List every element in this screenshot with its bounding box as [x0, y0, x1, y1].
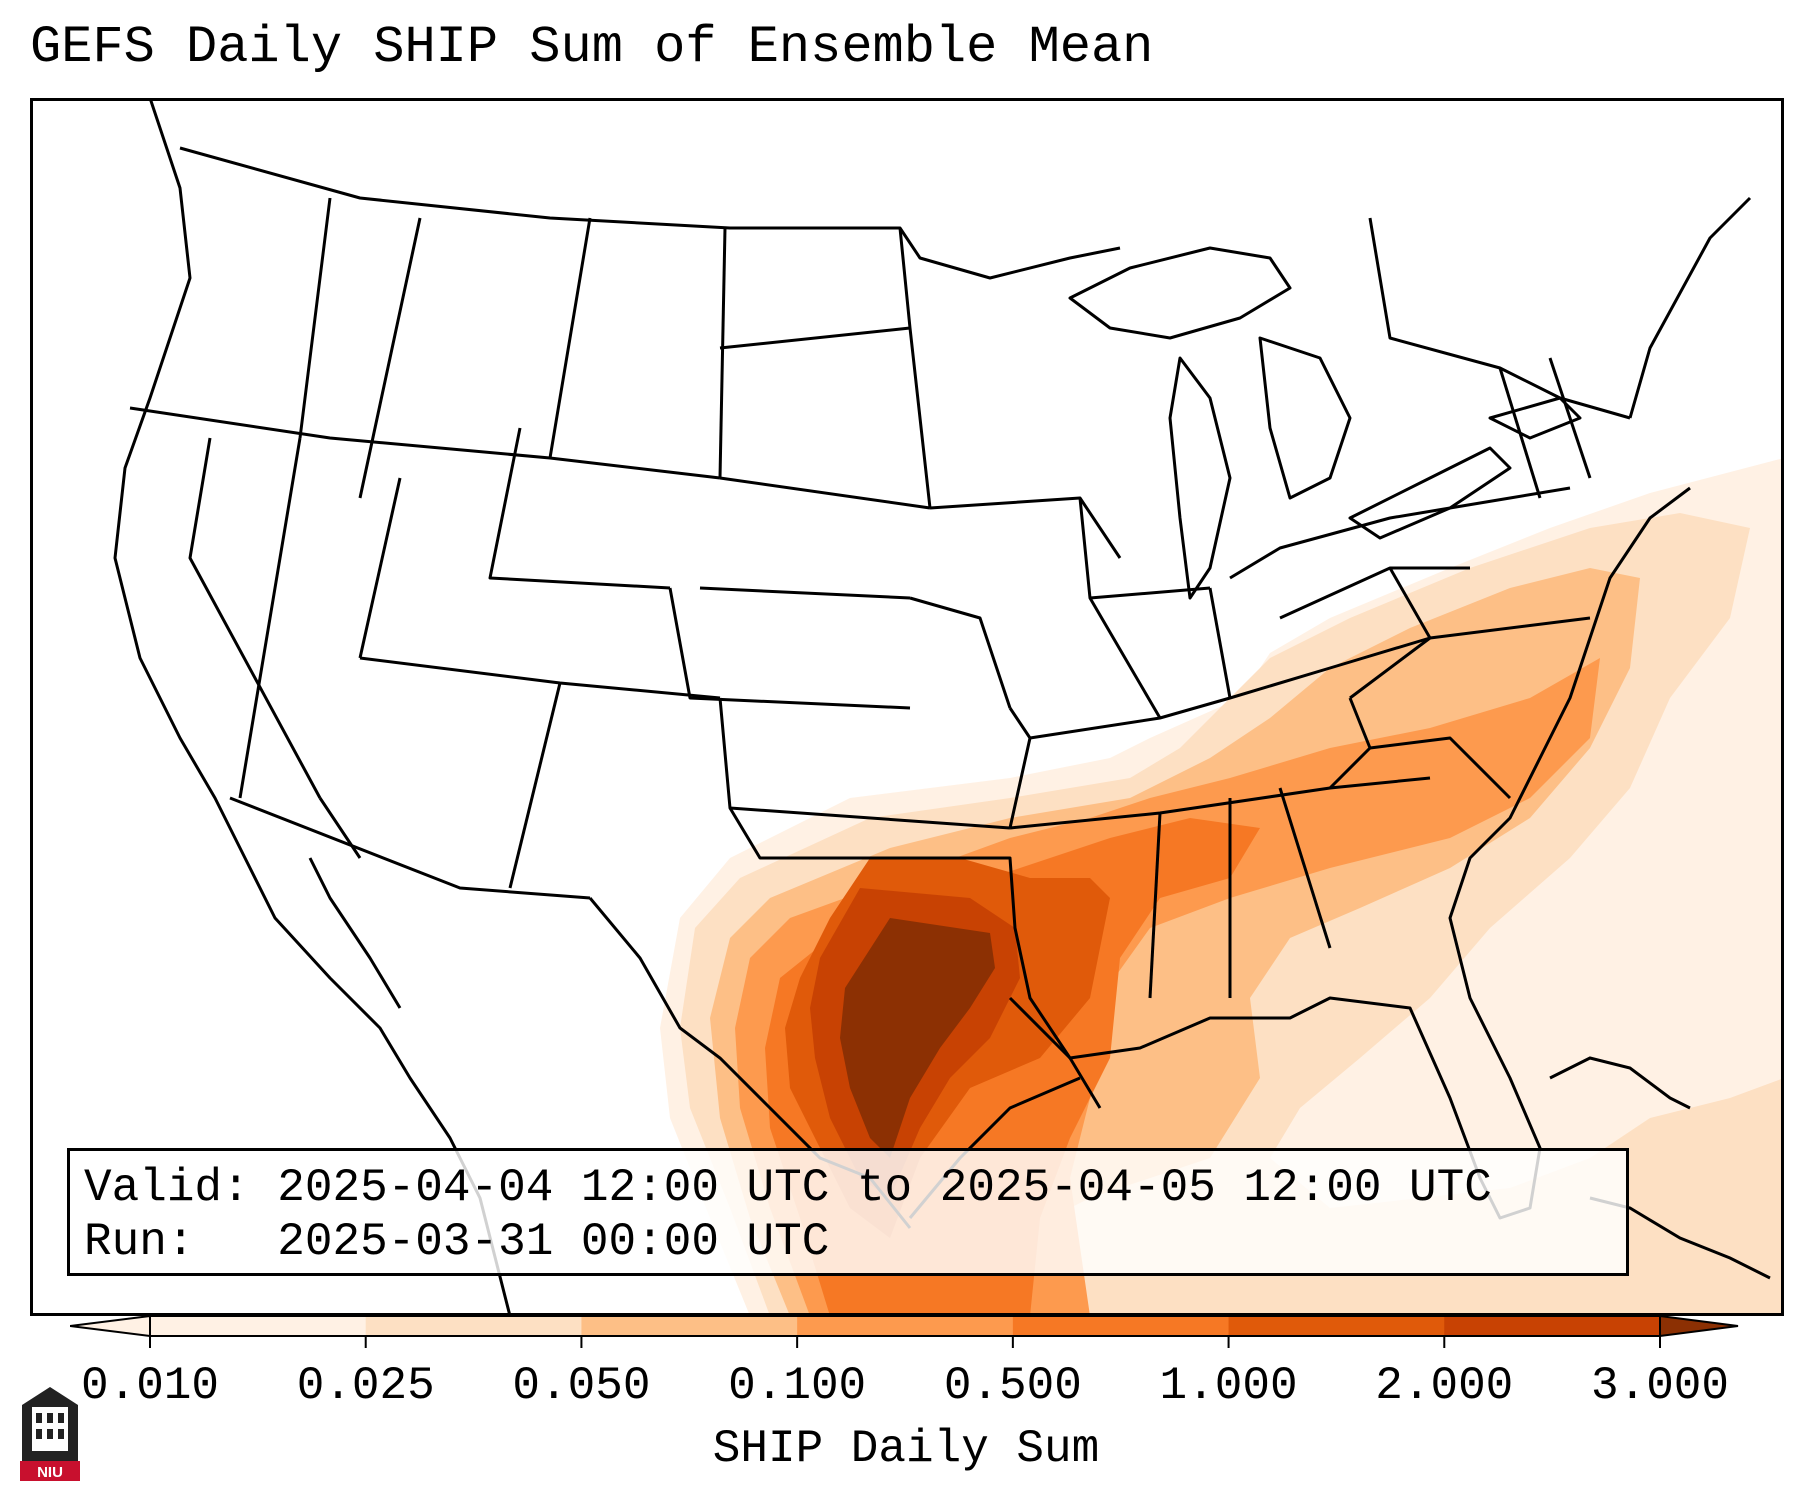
map-panel: [30, 98, 1784, 1316]
colorbar-tick-label: 2.000: [1375, 1360, 1514, 1412]
colorbar-segment: [1228, 1316, 1445, 1336]
colorbar-extend-high: [1659, 1314, 1739, 1338]
colorbar: [70, 1314, 1739, 1348]
run-value: 2025-03-31 00:00 UTC: [277, 1216, 830, 1268]
colorbar-tick-label: 1.000: [1159, 1360, 1298, 1412]
run-label: Run:: [84, 1216, 195, 1268]
map-frame: [30, 98, 1784, 1316]
niu-logo-text: NIU: [37, 1464, 63, 1481]
colorbar-tick-label: 0.025: [296, 1360, 435, 1412]
valid-label: Valid:: [84, 1162, 250, 1214]
colorbar-outline: [149, 1315, 1661, 1337]
colorbar-segment: [150, 1316, 367, 1336]
colorbar-segment: [797, 1316, 1014, 1336]
colorbar-tick-label: 0.050: [512, 1360, 651, 1412]
colorbar-label: SHIP Daily Sum: [712, 1423, 1100, 1475]
niu-logo-icon: NIU: [20, 1387, 80, 1481]
state-boundaries: [113, 98, 1752, 1316]
colorbar-segment: [1012, 1316, 1230, 1336]
valid-value: 2025-04-04 12:00 UTC to 2025-04-05 12:00…: [277, 1162, 1492, 1214]
run-row: Run: 2025-03-31 00:00 UTC: [84, 1215, 1626, 1269]
colorbar-segment: [1444, 1316, 1661, 1336]
shade-3.000: [840, 918, 995, 1158]
colorbar-tick-label: 0.100: [728, 1360, 867, 1412]
colorbar-segment: [581, 1316, 798, 1336]
valid-row: Valid: 2025-04-04 12:00 UTC to 2025-04-0…: [84, 1161, 1626, 1215]
colorbar-extend-low: [70, 1314, 151, 1338]
info-box: Valid: 2025-04-04 12:00 UTC to 2025-04-0…: [67, 1148, 1629, 1276]
colorbar-tick-label: 0.500: [943, 1360, 1082, 1412]
ship-shading: [660, 458, 1784, 1316]
colorbar-tick-label: 0.010: [80, 1360, 220, 1412]
map-title: GEFS Daily SHIP Sum of Ensemble Mean: [30, 18, 1154, 77]
colorbar-segment: [365, 1316, 582, 1336]
colorbar-tick-label: 3.000: [1590, 1360, 1730, 1412]
